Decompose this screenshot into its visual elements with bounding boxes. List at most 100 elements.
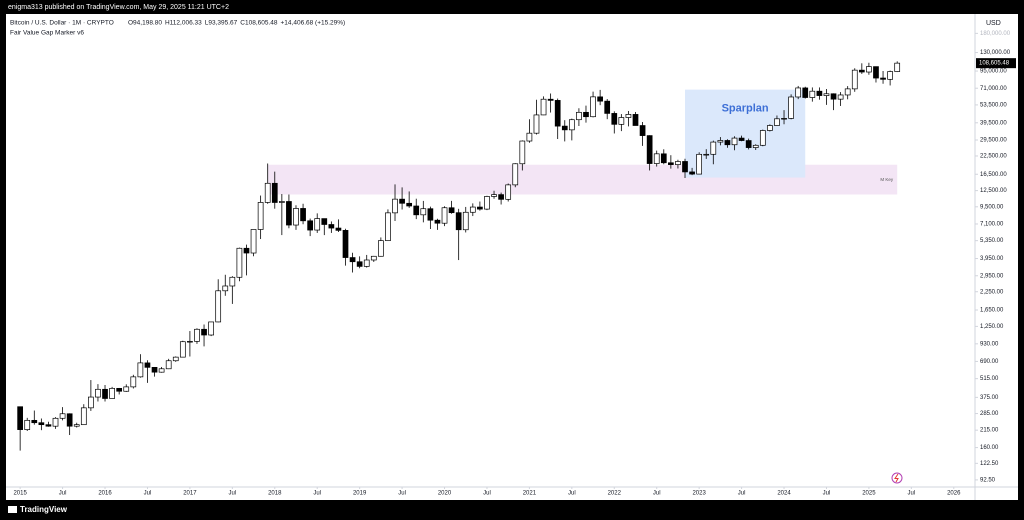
ohlc-value: L93,395.67	[205, 20, 238, 27]
y-tick-label: 180,000.00	[980, 31, 1011, 37]
candle-body	[526, 132, 533, 142]
candle-body	[137, 362, 144, 378]
candle-body	[321, 218, 328, 225]
y-tick-label: 160.00	[980, 445, 999, 451]
candle-body	[73, 424, 80, 427]
x-tick-label: Jul	[228, 491, 236, 497]
candle-body	[618, 117, 625, 125]
candle-body	[653, 153, 660, 164]
candle-body	[703, 153, 710, 156]
candle-body	[434, 219, 441, 224]
candle-body	[830, 93, 837, 100]
candle-body	[144, 362, 151, 368]
x-tick-label: Jul	[653, 491, 661, 497]
candle-body	[590, 96, 596, 118]
candle-body	[866, 66, 872, 73]
candle-body	[165, 360, 172, 370]
x-tick-label: 2020	[438, 491, 452, 497]
x-tick-label: 2021	[523, 491, 537, 497]
candle-body	[738, 137, 745, 141]
indicator-name: Fair Value Gap Marker v6	[10, 30, 84, 37]
candle-body	[271, 182, 278, 203]
candle-body	[597, 96, 603, 102]
candle-body	[639, 125, 646, 136]
candle-body	[894, 62, 901, 72]
candle-body	[24, 419, 31, 430]
candle-body	[816, 90, 823, 96]
candle-body	[611, 113, 618, 125]
candle-body	[250, 229, 257, 254]
x-tick-label: Jul	[144, 491, 152, 497]
candle-body	[208, 321, 214, 336]
candle-body	[88, 396, 94, 409]
candle-body	[675, 161, 681, 165]
candle-body	[130, 376, 137, 388]
candle-body	[547, 98, 554, 101]
candle-body	[533, 114, 540, 134]
x-tick-label: 2015	[13, 491, 27, 497]
candle-body	[109, 387, 115, 399]
candle-body	[179, 341, 186, 358]
candle-body	[378, 240, 384, 257]
candle-body	[469, 206, 476, 213]
candle-body	[420, 208, 427, 216]
y-tick-label: 12,500.00	[980, 188, 1007, 194]
candle-body	[759, 130, 766, 146]
footer-logo: TradingView	[8, 505, 68, 514]
y-tick-label: 3,950.00	[980, 256, 1004, 262]
candle-body	[335, 227, 342, 231]
candle-body	[668, 162, 674, 165]
candle-body	[554, 100, 561, 127]
y-tick-label: 1,650.00	[980, 308, 1004, 314]
x-tick-label: Jul	[738, 491, 746, 497]
candle-body	[660, 153, 667, 164]
candle-body	[512, 163, 519, 186]
x-tick-label: Jul	[823, 491, 831, 497]
candle-body	[731, 137, 738, 146]
candle-body	[80, 407, 87, 426]
y-tick-label: 930.00	[980, 341, 999, 347]
y-tick-label: 130,000.00	[980, 50, 1011, 56]
candle-body	[229, 276, 236, 287]
ohlc-value: O94,198.80	[128, 20, 162, 27]
publisher: enigma313 published on TradingView.com, …	[8, 4, 229, 11]
candle-body	[406, 202, 413, 207]
y-tick-label: 515.00	[980, 376, 999, 382]
last-price-badge	[976, 58, 1016, 69]
candle-body	[328, 224, 335, 229]
candle-body	[568, 119, 575, 131]
candle-body	[745, 140, 752, 148]
y-tick-label: 7,100.00	[980, 222, 1004, 228]
y-tick-label: 2,950.00	[980, 273, 1004, 279]
candle-body	[236, 247, 243, 278]
candle-body	[257, 202, 264, 230]
candle-body	[17, 406, 23, 430]
y-tick-label: 285.00	[980, 411, 999, 417]
candle-body	[809, 90, 816, 98]
x-tick-label: 2018	[268, 491, 282, 497]
x-tick-label: 2019	[353, 491, 367, 497]
y-tick-label: 53,500.00	[980, 102, 1007, 108]
candle-body	[187, 340, 193, 343]
ohlc-readout: O94,198.80 H112,006.33 L93,395.67 C108,605.…	[128, 20, 345, 27]
candle-body	[95, 388, 101, 398]
candle-body	[604, 100, 611, 114]
candle-body	[837, 94, 844, 100]
x-tick-label: 2016	[98, 491, 112, 497]
candle-body	[194, 328, 200, 342]
candle-body	[519, 140, 526, 165]
candle-body	[477, 206, 483, 210]
candle-body	[682, 161, 688, 173]
y-tick-label: 5,350.00	[980, 238, 1004, 244]
candle-body	[752, 144, 759, 148]
y-tick-label: 1,250.00	[980, 324, 1004, 330]
candle-body	[278, 201, 285, 203]
x-tick-label: Jul	[908, 491, 916, 497]
candle-body	[52, 417, 59, 427]
candle-body	[561, 125, 568, 131]
candle-body	[880, 77, 886, 80]
candle-body	[448, 207, 455, 214]
candle-body	[802, 87, 809, 98]
